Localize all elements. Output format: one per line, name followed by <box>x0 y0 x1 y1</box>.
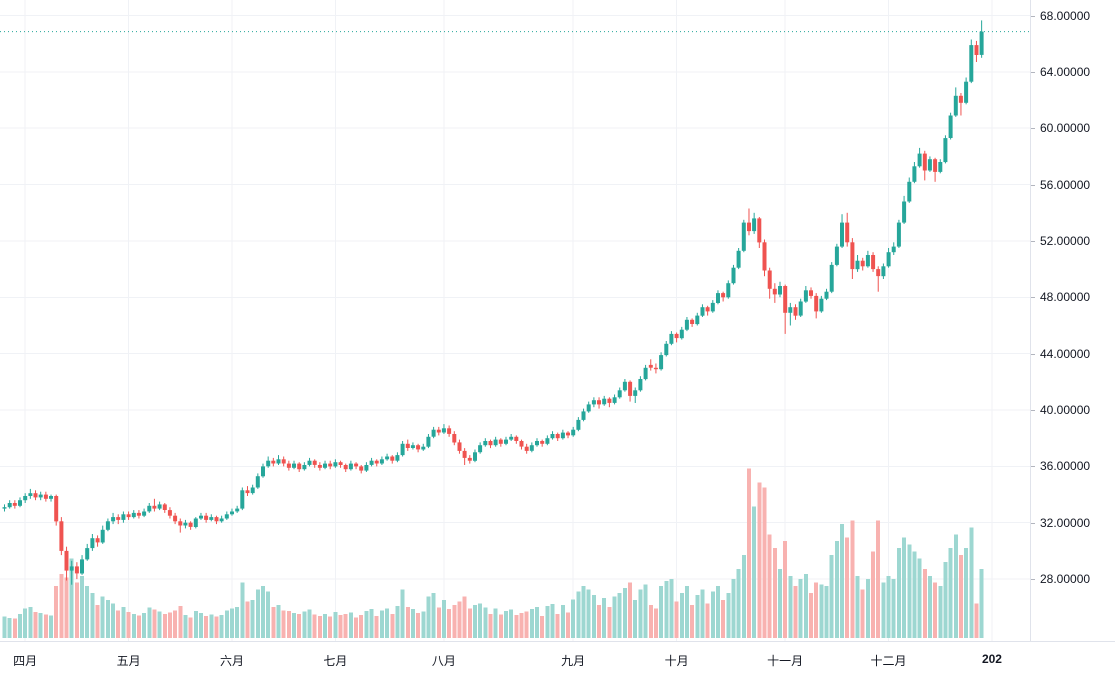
price-tick-label: 60.00000 <box>1040 121 1091 136</box>
price-tick-mark <box>1031 410 1035 411</box>
time-tick-label: 四月 <box>13 654 38 668</box>
price-scale[interactable]: 66.85650 05:46:44 199.54K 68.0000064.000… <box>1030 0 1115 641</box>
price-tick-label: 64.00000 <box>1040 64 1091 79</box>
price-tick-label: 44.00000 <box>1040 346 1091 361</box>
price-tick-mark <box>1031 579 1035 580</box>
axis-corner <box>1030 641 1115 679</box>
candlestick-chart[interactable] <box>0 0 1030 641</box>
price-tick-mark <box>1031 16 1035 17</box>
price-tick-label: 68.00000 <box>1040 8 1091 23</box>
price-tick-label: 52.00000 <box>1040 233 1091 248</box>
price-tick-label: 28.00000 <box>1040 572 1091 587</box>
time-tick-label: 六月 <box>219 654 244 668</box>
price-tick-label: 48.00000 <box>1040 290 1091 305</box>
price-tick-mark <box>1031 354 1035 355</box>
price-tick-label: 40.00000 <box>1040 403 1091 418</box>
price-tick-mark <box>1031 185 1035 186</box>
time-tick-label: 十月 <box>664 654 689 668</box>
price-tick-mark <box>1031 523 1035 524</box>
price-tick-label: 56.00000 <box>1040 177 1091 192</box>
price-tick-label: 36.00000 <box>1040 459 1091 474</box>
time-tick-label: 八月 <box>431 654 456 668</box>
time-tick-label: 九月 <box>561 654 586 668</box>
price-tick-mark <box>1031 72 1035 73</box>
time-tick-label: 十一月 <box>767 654 804 668</box>
price-tick-label: 32.00000 <box>1040 515 1091 530</box>
price-tick-mark <box>1031 241 1035 242</box>
time-tick-label: 七月 <box>323 654 348 668</box>
price-tick-mark <box>1031 128 1035 129</box>
price-tick-mark <box>1031 297 1035 298</box>
year-tick-label: 202 <box>981 652 1002 666</box>
price-tick-mark <box>1031 466 1035 467</box>
chart-plot-area[interactable] <box>0 0 1030 641</box>
time-axis[interactable]: 四月 五月 六月 七月 八月 九月 十月 十一月 十二月 202 <box>0 641 1030 679</box>
time-tick-label: 五月 <box>116 654 141 668</box>
time-tick-label: 十二月 <box>870 654 907 668</box>
